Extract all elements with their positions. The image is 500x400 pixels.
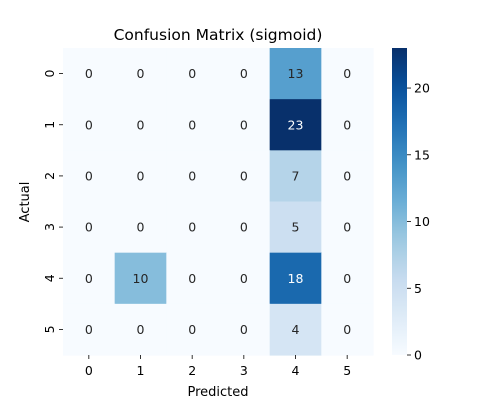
cell-value-label: 0: [188, 117, 196, 132]
cell-value-label: 0: [85, 117, 93, 132]
colorbar-tick-label: 20: [414, 81, 430, 96]
heatmap-cell: [269, 99, 322, 151]
heatmap-cell: [63, 201, 116, 254]
heatmap-cell: [114, 150, 167, 203]
cell-value-label: 0: [85, 66, 93, 81]
heatmap-cell: [63, 99, 116, 151]
heatmap-cell: [114, 303, 167, 356]
y-axis-label: Actual: [18, 182, 33, 223]
heatmap-cell: [269, 201, 322, 254]
heatmap-cell: [63, 150, 116, 203]
heatmap-cell: [114, 252, 167, 305]
heatmap-cell: [63, 303, 116, 356]
cell-value-label: 7: [292, 168, 300, 183]
colorbar-gradient: [392, 48, 407, 355]
heatmap-cell: [166, 99, 219, 151]
x-tick-label: 2: [188, 363, 196, 378]
heatmap-cell: [114, 201, 167, 254]
x-axis: 0 1 2 3 4 5: [85, 355, 351, 378]
cell-value-label: 0: [85, 322, 93, 337]
cell-value-label: 13: [288, 66, 304, 81]
cell-value-label: 0: [240, 66, 248, 81]
cell-value-label: 0: [188, 66, 196, 81]
cell-value-label: 0: [137, 168, 145, 183]
colorbar-tick-label: 5: [414, 281, 422, 296]
heatmap-cell: [269, 303, 322, 356]
cell-value-label: 0: [240, 117, 248, 132]
cell-value-label: 4: [292, 322, 300, 337]
cell-value-label: 10: [133, 271, 149, 286]
heatmap-cell: [114, 99, 167, 151]
heatmap-cell: [321, 252, 374, 305]
colorbar-tick-label: 10: [414, 214, 430, 229]
heatmap-cell: [321, 150, 374, 203]
cell-value-label: 0: [343, 66, 351, 81]
cell-value-label: 0: [188, 168, 196, 183]
x-tick-label: 0: [85, 363, 93, 378]
cell-value-label: 0: [85, 168, 93, 183]
heatmap-cell: [321, 303, 374, 356]
heatmap-cell: [321, 48, 374, 100]
heatmap-cell: [218, 303, 271, 356]
cell-value-label: 0: [240, 322, 248, 337]
cell-value-label: 0: [240, 271, 248, 286]
heatmap-cell: [321, 201, 374, 254]
cell-value-label: 0: [188, 220, 196, 235]
cell-value-label: 0: [137, 117, 145, 132]
heatmap-cell: [218, 150, 271, 203]
x-tick-label: 1: [137, 363, 145, 378]
y-tick-label: 2: [42, 172, 57, 180]
y-tick-label: 1: [42, 121, 57, 129]
heatmap-cell: [166, 48, 219, 100]
colorbar-tick-label: 0: [414, 348, 422, 363]
cell-value-label: 23: [288, 117, 304, 132]
heatmap-cell: [63, 252, 116, 305]
heatmap-cell: [166, 201, 219, 254]
chart-title: Confusion Matrix (sigmoid): [114, 26, 323, 44]
heatmap-cell: [166, 150, 219, 203]
cell-value-label: 0: [240, 220, 248, 235]
x-tick-label: 5: [343, 363, 351, 378]
y-tick-label: 4: [42, 274, 57, 282]
cell-value-label: 0: [85, 220, 93, 235]
heatmap-cell: [63, 48, 116, 100]
cell-value-label: 0: [343, 322, 351, 337]
cell-value-label: 0: [188, 322, 196, 337]
cell-value-label: 5: [292, 220, 300, 235]
y-tick-label: 3: [42, 223, 57, 231]
cell-value-label: 0: [137, 322, 145, 337]
heatmap-cell: [321, 99, 374, 151]
heatmap-cell: [114, 48, 167, 100]
x-tick-label: 4: [292, 363, 300, 378]
y-tick-label: 0: [42, 70, 57, 78]
cell-value-label: 0: [343, 117, 351, 132]
cell-value-label: 0: [137, 220, 145, 235]
cell-value-label: 0: [188, 271, 196, 286]
cell-value-label: 0: [85, 271, 93, 286]
heatmap-cell: [218, 252, 271, 305]
cell-value-label: 0: [137, 66, 145, 81]
cell-value-label: 18: [288, 271, 304, 286]
heatmap-cell: [269, 48, 322, 100]
cell-value-label: 0: [343, 220, 351, 235]
heatmap-cell: [269, 252, 322, 305]
colorbar: 0 5 10 15 20: [392, 48, 430, 363]
heatmap-cell: [218, 201, 271, 254]
heatmap-cell-labels: 0 0 0 0 13 0 0 0 0 0 23 0 0 0 0 0 7 0 0 0 0 0 5 0 0 10 0 0 18 0 0 0 0 0 4 0: [85, 66, 351, 337]
cell-value-label: 0: [240, 168, 248, 183]
cell-value-label: 0: [343, 168, 351, 183]
x-axis-label: Predicted: [187, 385, 248, 400]
heatmap-cell: [218, 99, 271, 151]
colorbar-tick-label: 15: [414, 147, 430, 162]
y-tick-label: 5: [42, 325, 57, 333]
heatmap-cells: [63, 48, 374, 356]
x-tick-label: 3: [240, 363, 248, 378]
heatmap-cell: [218, 48, 271, 100]
cell-value-label: 0: [343, 271, 351, 286]
heatmap-cell: [166, 303, 219, 356]
heatmap-cell: [269, 150, 322, 203]
heatmap-cell: [166, 252, 219, 305]
y-axis: 0 1 2 3 4 5: [42, 70, 63, 333]
